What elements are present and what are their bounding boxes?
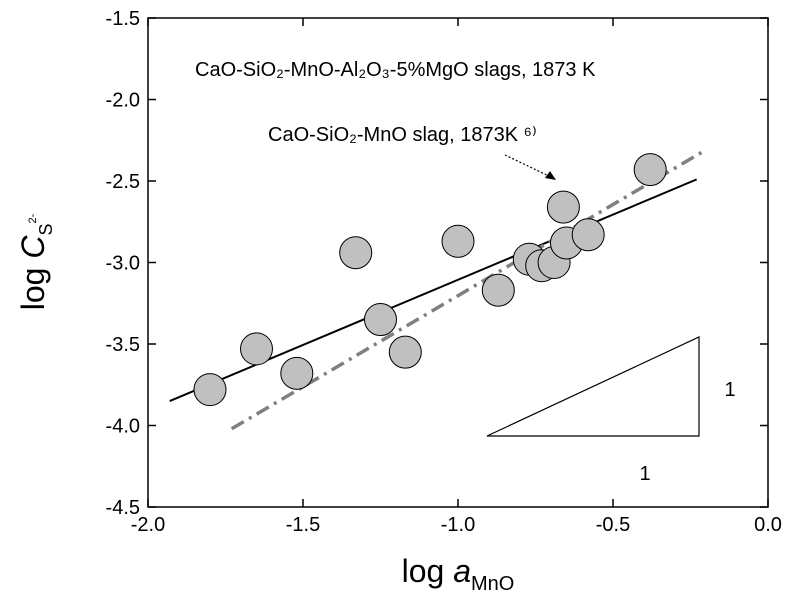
fit-line [169, 178, 698, 402]
annotation: 1 [724, 379, 735, 401]
annotation-arrow [504, 154, 554, 179]
data-point [633, 153, 667, 187]
data-point [280, 356, 314, 390]
x-label-sub: MnO [471, 573, 514, 595]
annotation: 1 [639, 463, 650, 485]
y-tick-label: -1.5 [106, 8, 140, 30]
y-label-sub: S [36, 224, 56, 236]
x-tick-label: -0.5 [596, 514, 630, 536]
data-point [441, 224, 475, 258]
annotation: CaO-SiO₂-MnO-Al₂O₃-5%MgO slags, 1873 K [195, 59, 596, 81]
arrow-head [545, 171, 556, 180]
data-point [193, 373, 227, 407]
data-point [364, 303, 397, 337]
data-point [571, 218, 605, 252]
data-point [546, 190, 580, 224]
y-label-sup: 2- [27, 213, 39, 223]
y-label-text: log [15, 259, 51, 311]
slope-triangle [486, 336, 700, 437]
y-tick-label: -2.5 [106, 171, 140, 193]
y-tick-label: -4.0 [106, 416, 140, 438]
y-tick-label: -4.5 [106, 497, 140, 519]
x-tick-label: 0.0 [754, 514, 782, 536]
x-axis-label: log aMnO [402, 553, 515, 595]
data-point [240, 332, 273, 366]
data-point [388, 335, 422, 369]
plot-frame [147, 17, 769, 508]
x-tick-label: -1.5 [286, 514, 320, 536]
y-label-var: C [15, 235, 51, 259]
y-axis-label: log CS2- [15, 213, 56, 310]
x-tick-label: -1.0 [441, 514, 475, 536]
annotation: CaO-SiO₂-MnO slag, 1873K ⁶⁾ [268, 124, 537, 146]
x-label-var: a [453, 553, 471, 589]
y-tick-label: -3.0 [106, 253, 140, 275]
y-tick-label: -3.5 [106, 334, 140, 356]
data-point [481, 273, 515, 307]
y-tick-label: -2.0 [106, 90, 140, 112]
x-tick-label: -2.0 [131, 514, 165, 536]
x-label-text: log [402, 553, 454, 589]
data-point [339, 236, 373, 270]
